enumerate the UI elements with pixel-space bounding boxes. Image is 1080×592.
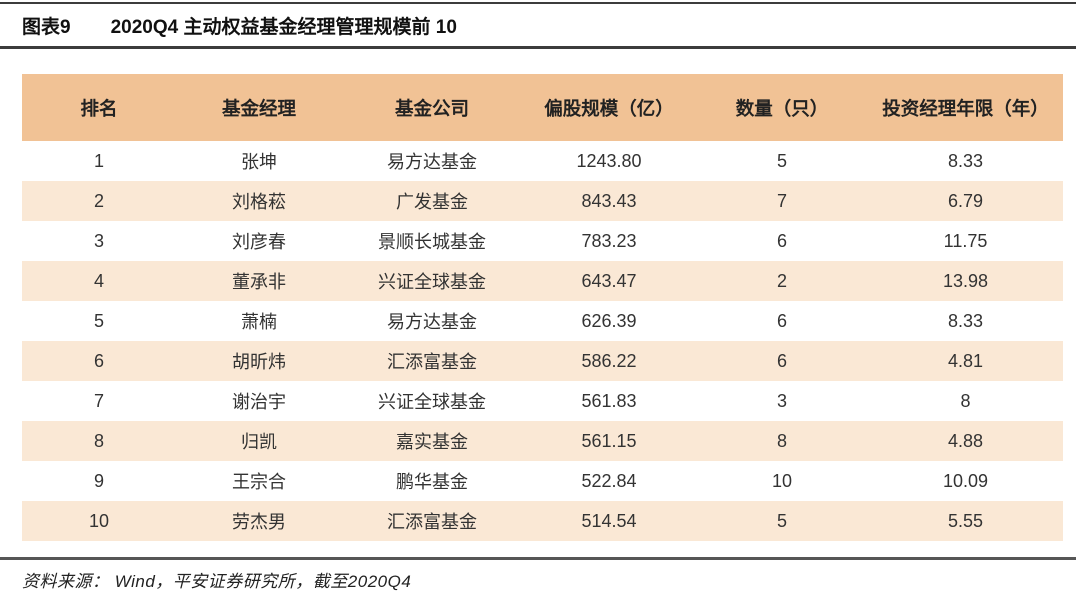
cell-manager: 谢治宇 — [232, 392, 286, 412]
table-header-row: 排名 基金经理 基金公司 偏股规模（亿） 数量（只） 投资经理年限（年） — [22, 74, 1063, 141]
col-header-rank: 排名 — [22, 74, 176, 141]
table-row: 6 胡昕炜 汇添富基金 586.22 6 4.81 — [22, 341, 1063, 381]
cell-rank: 5 — [93, 310, 104, 331]
cell-manager: 张坤 — [241, 152, 277, 172]
col-header-manager: 基金经理 — [176, 74, 342, 141]
table-row: 5 萧楠 易方达基金 626.39 6 8.33 — [22, 301, 1063, 341]
cell-years: 4.81 — [868, 341, 1063, 381]
cell-years: 13.98 — [868, 261, 1063, 301]
col-header-count: 数量（只） — [696, 74, 868, 141]
cell-count: 6 — [696, 341, 868, 381]
cell-company: 景顺长城基金 — [378, 232, 486, 252]
cell-company: 广发基金 — [342, 181, 522, 221]
cell-scale: 586.22 — [522, 341, 696, 381]
cell-count: 5 — [776, 150, 787, 171]
table-row: 7 谢治宇 兴证全球基金 561.83 3 8 — [22, 381, 1063, 421]
cell-count: 3 — [776, 390, 787, 411]
cell-rank: 9 — [93, 470, 104, 491]
title-bottom-rule — [0, 46, 1076, 49]
cell-manager: 萧楠 — [241, 312, 277, 332]
cell-manager: 归凯 — [176, 421, 342, 461]
cell-rank: 2 — [22, 181, 176, 221]
table-row: 3 刘彦春 景顺长城基金 783.23 6 11.75 — [22, 221, 1063, 261]
table-row: 8 归凯 嘉实基金 561.15 8 4.88 — [22, 421, 1063, 461]
figure-title-bar: 图表9 2020Q4 主动权益基金经理管理规模前 10 — [0, 4, 1080, 46]
cell-years: 4.88 — [868, 421, 1063, 461]
table-row: 2 刘格菘 广发基金 843.43 7 6.79 — [22, 181, 1063, 221]
cell-scale: 514.54 — [522, 501, 696, 541]
cell-company: 嘉实基金 — [342, 421, 522, 461]
cell-company: 易方达基金 — [387, 312, 477, 332]
cell-scale: 643.47 — [522, 261, 696, 301]
cell-years: 8.33 — [947, 310, 984, 331]
cell-manager: 刘格菘 — [176, 181, 342, 221]
cell-rank: 3 — [93, 230, 104, 251]
figure-label: 图表9 — [22, 17, 71, 38]
table-row: 9 王宗合 鹏华基金 522.84 10 10.09 — [22, 461, 1063, 501]
cell-count: 8 — [696, 421, 868, 461]
cell-count: 2 — [696, 261, 868, 301]
table-row: 4 董承非 兴证全球基金 643.47 2 13.98 — [22, 261, 1063, 301]
col-header-company: 基金公司 — [342, 74, 522, 141]
cell-rank: 7 — [93, 390, 104, 411]
cell-rank: 4 — [22, 261, 176, 301]
cell-scale: 561.15 — [522, 421, 696, 461]
table-bottom-rule — [0, 557, 1076, 560]
cell-company: 易方达基金 — [387, 152, 477, 172]
cell-years: 11.75 — [943, 230, 988, 251]
cell-manager: 刘彦春 — [232, 232, 286, 252]
cell-count: 6 — [776, 310, 787, 331]
cell-years: 10.09 — [942, 470, 989, 491]
cell-scale: 783.23 — [581, 230, 637, 251]
cell-company: 汇添富基金 — [342, 501, 522, 541]
cell-manager: 王宗合 — [232, 472, 286, 492]
cell-years: 5.55 — [868, 501, 1063, 541]
cell-scale: 843.43 — [522, 181, 696, 221]
cell-company: 兴证全球基金 — [342, 261, 522, 301]
table-row: 10 劳杰男 汇添富基金 514.54 5 5.55 — [22, 501, 1063, 541]
cell-count: 7 — [696, 181, 868, 221]
cell-count: 5 — [696, 501, 868, 541]
cell-years: 8.33 — [947, 150, 984, 171]
cell-rank: 6 — [22, 341, 176, 381]
col-header-years: 投资经理年限（年） — [868, 74, 1063, 141]
cell-company: 兴证全球基金 — [378, 392, 486, 412]
cell-rank: 1 — [93, 150, 104, 171]
title-top-rule — [0, 2, 1076, 4]
cell-count: 6 — [776, 230, 787, 251]
cell-scale: 1243.80 — [576, 150, 642, 171]
cell-scale: 626.39 — [581, 310, 637, 331]
figure-title: 2020Q4 主动权益基金经理管理规模前 10 — [110, 17, 457, 38]
cell-company: 汇添富基金 — [342, 341, 522, 381]
cell-manager: 董承非 — [176, 261, 342, 301]
cell-years: 6.79 — [868, 181, 1063, 221]
cell-manager: 劳杰男 — [176, 501, 342, 541]
cell-count: 10 — [771, 470, 793, 491]
cell-rank: 10 — [22, 501, 176, 541]
table-row: 1 张坤 易方达基金 1243.80 5 8.33 — [22, 141, 1063, 181]
cell-scale: 522.84 — [581, 470, 637, 491]
cell-company: 鹏华基金 — [396, 472, 468, 492]
fund-manager-table: 排名 基金经理 基金公司 偏股规模（亿） 数量（只） 投资经理年限（年） 1 张… — [22, 74, 1063, 541]
cell-manager: 胡昕炜 — [176, 341, 342, 381]
cell-rank: 8 — [22, 421, 176, 461]
col-header-scale: 偏股规模（亿） — [522, 74, 696, 141]
cell-years: 8 — [960, 390, 971, 411]
cell-scale: 561.83 — [581, 390, 637, 411]
source-note: 资料来源： Wind，平安证券研究所，截至2020Q4 — [22, 572, 412, 591]
